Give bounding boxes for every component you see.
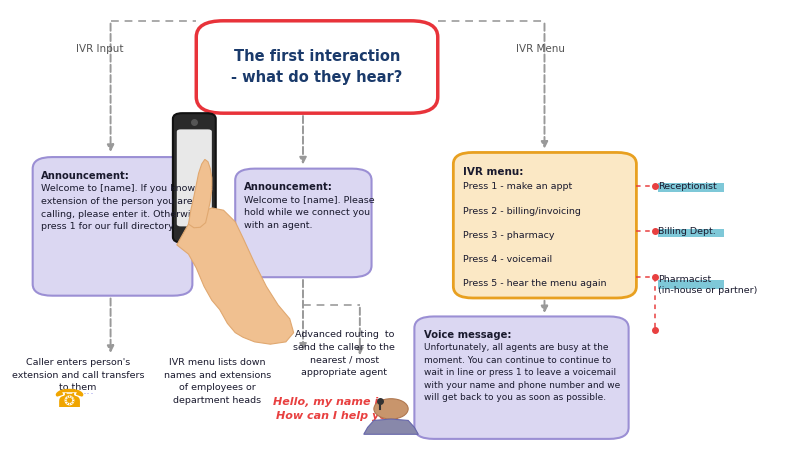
- Polygon shape: [189, 159, 212, 228]
- Text: The first interaction
- what do they hear?: The first interaction - what do they hea…: [231, 49, 402, 85]
- Text: Press 1 - make an appt: Press 1 - make an appt: [462, 182, 572, 191]
- Text: IVR Input: IVR Input: [75, 43, 123, 54]
- FancyBboxPatch shape: [235, 169, 371, 277]
- Text: ☎: ☎: [54, 388, 85, 412]
- Text: Voice message:: Voice message:: [424, 330, 511, 340]
- Text: IVR Menu: IVR Menu: [516, 43, 565, 54]
- FancyBboxPatch shape: [33, 157, 192, 296]
- Text: IVR menu lists down
names and extensions
of employees or
department heads: IVR menu lists down names and extensions…: [164, 358, 271, 405]
- FancyBboxPatch shape: [173, 113, 216, 243]
- Polygon shape: [364, 419, 418, 434]
- Text: ···: ···: [82, 389, 94, 401]
- Text: Billing Dept.: Billing Dept.: [658, 227, 716, 236]
- FancyBboxPatch shape: [658, 229, 725, 237]
- Text: Press 4 - voicemail: Press 4 - voicemail: [462, 255, 552, 263]
- Text: Hello, my name is __.
How can I help you?: Hello, my name is __. How can I help you…: [274, 397, 405, 421]
- Text: Receptionist: Receptionist: [658, 182, 717, 190]
- Text: Unfortunately, all agents are busy at the
moment. You can continue to continue t: Unfortunately, all agents are busy at th…: [424, 343, 620, 402]
- Text: Announcement:: Announcement:: [244, 182, 333, 193]
- Text: Announcement:: Announcement:: [42, 171, 130, 181]
- Text: Pharmacist
(in-house or partner): Pharmacist (in-house or partner): [658, 275, 758, 295]
- Text: Caller enters person's
extension and call transfers
to them: Caller enters person's extension and cal…: [12, 358, 144, 392]
- Text: Press 5 - hear the menu again: Press 5 - hear the menu again: [462, 279, 606, 287]
- Text: Press 2 - billing/invoicing: Press 2 - billing/invoicing: [462, 207, 581, 215]
- FancyBboxPatch shape: [658, 280, 725, 289]
- Text: Advanced routing  to
send the caller to the
nearest / most
appropriate agent: Advanced routing to send the caller to t…: [294, 330, 395, 377]
- Polygon shape: [177, 208, 294, 344]
- Text: Welcome to [name]. If you know the
extension of the person you are
calling, plea: Welcome to [name]. If you know the exten…: [42, 184, 214, 231]
- Text: IVR menu:: IVR menu:: [462, 167, 523, 177]
- FancyBboxPatch shape: [177, 129, 212, 226]
- FancyBboxPatch shape: [196, 21, 438, 113]
- FancyBboxPatch shape: [454, 152, 637, 298]
- Text: Press 3 - pharmacy: Press 3 - pharmacy: [462, 231, 554, 239]
- Circle shape: [374, 399, 408, 419]
- FancyBboxPatch shape: [658, 183, 725, 192]
- FancyBboxPatch shape: [414, 316, 629, 439]
- Text: Welcome to [name]. Please
hold while we connect you
with an agent.: Welcome to [name]. Please hold while we …: [244, 195, 374, 230]
